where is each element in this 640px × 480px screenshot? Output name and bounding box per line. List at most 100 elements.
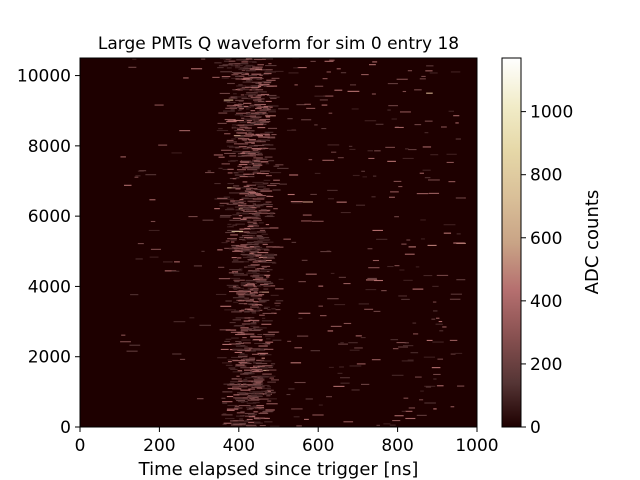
hit-streak — [217, 197, 228, 199]
hit-streak — [236, 412, 245, 414]
hit-streak — [268, 111, 277, 113]
hit-streak — [321, 128, 327, 130]
hit-streak — [235, 78, 243, 80]
hit-streak — [442, 326, 447, 328]
hit-streak — [368, 267, 380, 269]
hit-streak — [266, 212, 276, 214]
hit-streak — [269, 213, 274, 215]
hit-streak — [258, 256, 268, 259]
hit-streak — [241, 139, 247, 141]
hit-streak — [243, 77, 253, 79]
hit-streak — [401, 410, 406, 412]
hit-streak — [230, 160, 239, 162]
hit-streak — [252, 134, 262, 136]
hit-streak — [235, 75, 240, 78]
hit-streak — [249, 377, 255, 379]
hit-streak — [381, 290, 387, 292]
hit-streak — [251, 248, 258, 250]
hit-streak — [393, 180, 402, 182]
hit-streak — [246, 130, 255, 132]
hit-streak — [232, 250, 243, 252]
hit-streak — [267, 309, 271, 311]
hit-streak — [275, 309, 281, 311]
hit-streak — [260, 190, 273, 192]
hit-streak — [241, 78, 250, 80]
hit-streak — [250, 398, 261, 400]
hit-streak — [263, 333, 275, 335]
hit-streak — [247, 225, 254, 228]
hit-streak — [446, 161, 454, 163]
hit-streak — [254, 381, 263, 383]
hit-streak — [240, 94, 245, 96]
hit-streak — [454, 352, 463, 354]
x-tick-label: 400 — [223, 436, 255, 456]
hit-streak — [221, 397, 226, 399]
hit-streak — [245, 358, 256, 361]
hit-streak — [241, 61, 248, 63]
hit-streak — [234, 136, 245, 138]
hit-streak — [214, 208, 220, 210]
hit-streak — [253, 380, 263, 382]
hit-streak — [436, 274, 449, 276]
hit-streak — [327, 330, 334, 332]
hit-streak — [235, 147, 240, 149]
hit-streak — [239, 380, 249, 382]
hit-streak — [230, 109, 235, 111]
hit-streak — [250, 231, 259, 233]
hit-streak — [267, 381, 276, 383]
hit-streak — [330, 272, 335, 274]
hit-streak — [311, 220, 324, 222]
hit-streak — [448, 110, 455, 112]
hit-streak — [228, 248, 238, 250]
hit-streak — [120, 156, 126, 158]
hit-streak — [247, 194, 255, 196]
hit-streak — [249, 68, 256, 70]
hit-streak — [251, 245, 260, 248]
hit-streak — [234, 351, 243, 353]
hit-streak — [193, 265, 202, 267]
hit-streak — [236, 169, 247, 171]
hit-streak — [326, 71, 331, 73]
hit-streak — [256, 359, 265, 361]
hit-streak — [298, 312, 311, 314]
hit-streak — [254, 259, 266, 261]
hit-streak — [422, 146, 432, 148]
hit-streak — [376, 238, 388, 240]
hit-streak — [249, 246, 254, 248]
hit-streak — [322, 78, 328, 80]
hit-streak — [270, 425, 280, 427]
hit-streak — [249, 94, 257, 96]
hit-streak — [262, 81, 272, 83]
hit-streak — [145, 174, 157, 176]
hit-streak — [222, 423, 227, 425]
hit-streak — [253, 339, 263, 341]
hit-streak — [427, 244, 437, 246]
hit-streak — [245, 350, 250, 352]
hit-streak — [267, 254, 278, 257]
y-tick-label: 6000 — [28, 207, 71, 227]
colorbar-tick-label: 600 — [530, 229, 562, 249]
hit-streak — [244, 190, 249, 192]
hit-streak — [256, 405, 264, 407]
hit-streak — [239, 261, 249, 263]
hit-streak — [224, 119, 236, 121]
hit-streak — [232, 349, 243, 351]
hit-streak — [231, 74, 239, 76]
hit-streak — [236, 213, 241, 215]
hit-streak — [218, 65, 228, 67]
hit-streak — [260, 133, 270, 135]
hit-streak — [449, 298, 461, 300]
hit-streak — [225, 300, 232, 302]
hit-streak — [225, 107, 237, 109]
hit-streak — [241, 249, 250, 251]
hit-streak — [314, 172, 321, 174]
hit-streak — [256, 141, 266, 143]
hit-streak — [227, 82, 235, 85]
hit-streak — [439, 330, 444, 332]
hit-streak — [336, 68, 341, 70]
hit-streak — [262, 365, 272, 367]
hit-streak — [456, 233, 461, 235]
hit-streak — [256, 249, 261, 251]
hit-streak — [248, 259, 252, 261]
